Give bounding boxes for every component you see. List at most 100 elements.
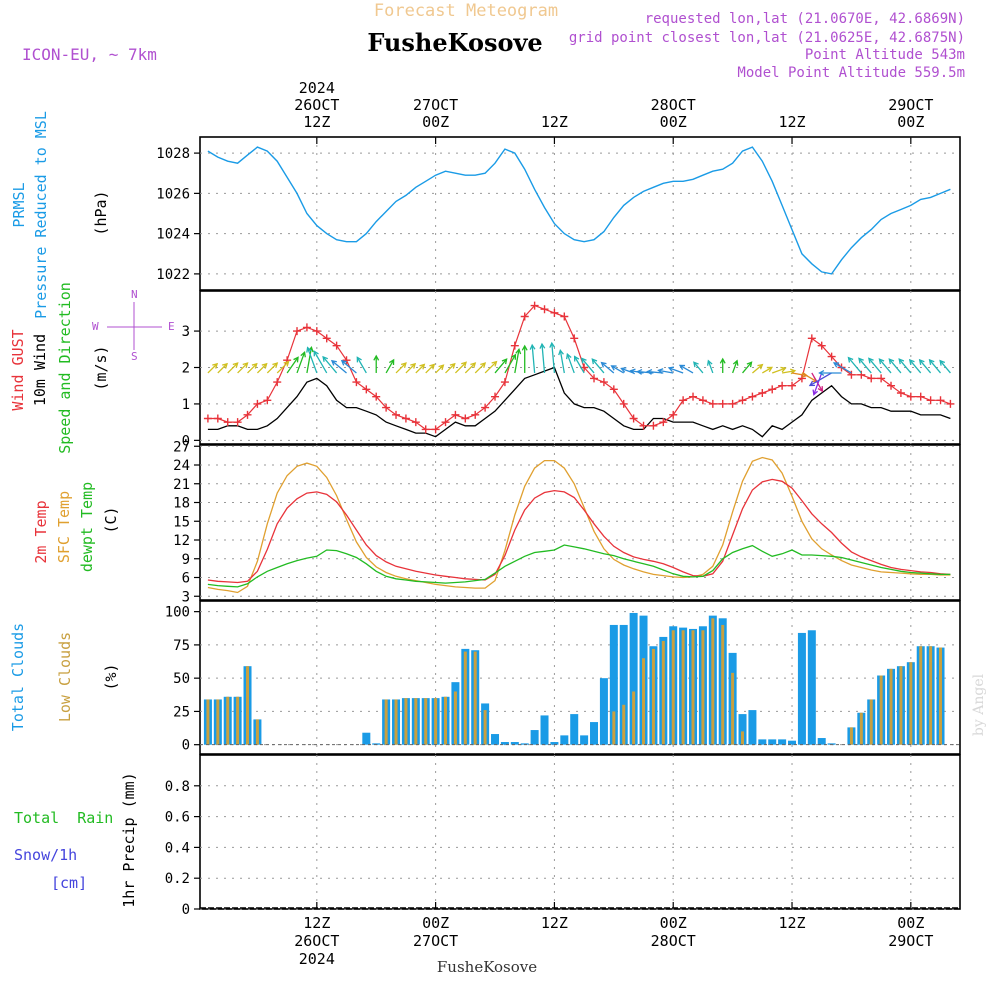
low-cloud-bar: [463, 651, 467, 745]
total-cloud-bar: [500, 742, 509, 745]
wind-arrow: [514, 349, 520, 374]
t2m-label: 2m Temp: [32, 500, 50, 563]
gust-marker: [510, 341, 519, 350]
wind-arrow: [385, 359, 395, 374]
clouds-ytick-label: 0: [182, 738, 190, 754]
gust-marker: [382, 403, 391, 412]
wind-arrow-head: [832, 362, 840, 368]
gust-marker: [778, 381, 787, 390]
gust-marker: [273, 378, 282, 387]
low-cloud-bar: [691, 630, 695, 745]
wind-arrow: [679, 364, 694, 374]
wind-arrow-head: [419, 363, 426, 370]
wind-arrow-head: [283, 360, 290, 367]
total-cloud-bar: [609, 624, 618, 745]
gust-marker: [352, 378, 361, 387]
clouds-ytick-label: 25: [173, 704, 190, 720]
top-axis-label: 26OCT: [294, 96, 339, 114]
wind-arrow: [435, 364, 444, 374]
gust-marker: [669, 410, 678, 419]
low-cloud-bar: [444, 696, 448, 745]
wind-arrow: [782, 370, 796, 374]
footer-station: FusheKosove: [437, 958, 537, 976]
temperature-ytick-label: 9: [182, 552, 190, 568]
wind-arrow: [909, 359, 922, 374]
wind-arrow: [732, 360, 738, 374]
low-cloud-bar: [453, 691, 457, 745]
wind-arrow-head: [470, 362, 477, 369]
gust-marker: [540, 305, 549, 314]
wind-arrow: [484, 361, 497, 374]
pressure-ytick-label: 1022: [156, 267, 190, 283]
bottom-axis-label: 00Z: [897, 914, 924, 932]
gust-marker: [570, 334, 579, 343]
wind-arrow: [425, 364, 435, 374]
gust-marker: [599, 378, 608, 387]
wind-arrow: [878, 358, 892, 374]
total-clouds-label: Total Clouds: [9, 623, 27, 731]
pressure-ytick-label: 1028: [156, 146, 190, 162]
wind-arrow-head: [232, 362, 239, 369]
wind-arrow-head: [629, 368, 636, 375]
top-axis-label: 29OCT: [888, 96, 933, 114]
low-cloud-bar: [434, 698, 438, 745]
wind-arrow-head: [461, 361, 467, 368]
gust-marker: [253, 399, 262, 408]
bottom-axis-label: 00Z: [660, 914, 687, 932]
gust-marker: [877, 374, 886, 383]
low-cloud-bar: [939, 647, 943, 745]
wind-arrow: [454, 361, 467, 374]
bottom-axis-label: 2024: [299, 950, 335, 968]
wind-arrow-head: [678, 364, 686, 371]
wind-arrow-head: [928, 358, 935, 365]
wind-arrow-head: [261, 362, 268, 369]
wind-arrow-head: [580, 357, 587, 364]
wind-arrow-head: [878, 358, 885, 365]
low-cloud-bar: [919, 646, 923, 745]
gust-marker: [748, 392, 757, 401]
wind-arrow: [395, 362, 407, 374]
low-cloud-bar: [414, 698, 418, 745]
top-axis-label: 12Z: [303, 113, 330, 131]
prmsl-line: [207, 146, 951, 275]
wind-arrow-head: [521, 344, 528, 351]
wind-arrow-head: [480, 362, 487, 369]
temperature-ytick-label: 18: [173, 496, 190, 512]
temperature-ytick-label: 27: [173, 439, 190, 455]
wind-arrow: [531, 345, 536, 374]
gust-marker: [708, 399, 717, 408]
gust-marker: [887, 381, 896, 390]
wind-arrow-head: [549, 341, 556, 348]
low-cloud-bar: [869, 699, 873, 745]
wind-arrow-head: [313, 350, 319, 357]
wind-arrow: [742, 361, 753, 374]
low-cloud-bar: [849, 727, 853, 745]
wind-arrow-head: [449, 362, 456, 369]
total-cloud-bar: [520, 743, 529, 745]
total-cloud-bar: [817, 738, 826, 745]
wind-arrow-head: [242, 362, 249, 369]
wind-arrow-head: [491, 360, 498, 367]
wind-arrow-head: [858, 357, 864, 364]
gust-marker: [500, 378, 509, 387]
gust-marker: [738, 396, 747, 405]
wind-arrow: [668, 367, 684, 374]
total-cloud-bar: [788, 740, 797, 745]
gust-label: Wind GUST: [9, 329, 27, 410]
cloud-panel: 0 25 50 75 100: [165, 605, 960, 754]
wind-arrow-head: [667, 366, 675, 373]
wind-ytick-label: 2: [182, 361, 190, 377]
low-cloud-bar: [741, 731, 745, 745]
gust-marker: [312, 327, 321, 336]
wind-arrow-head: [918, 358, 925, 365]
pressure-frame: [199, 136, 961, 291]
wind-panel: 0 1 2 3: [182, 301, 960, 449]
gust-marker: [332, 341, 341, 350]
precip-panel: 0 0.2 0.4 0.6 0.8: [165, 779, 960, 918]
bottom-axis-label: 27OCT: [413, 932, 458, 950]
wind-arrow-head: [757, 363, 764, 370]
wind-ytick-label: 3: [182, 324, 190, 340]
wind-arrow: [929, 359, 942, 374]
